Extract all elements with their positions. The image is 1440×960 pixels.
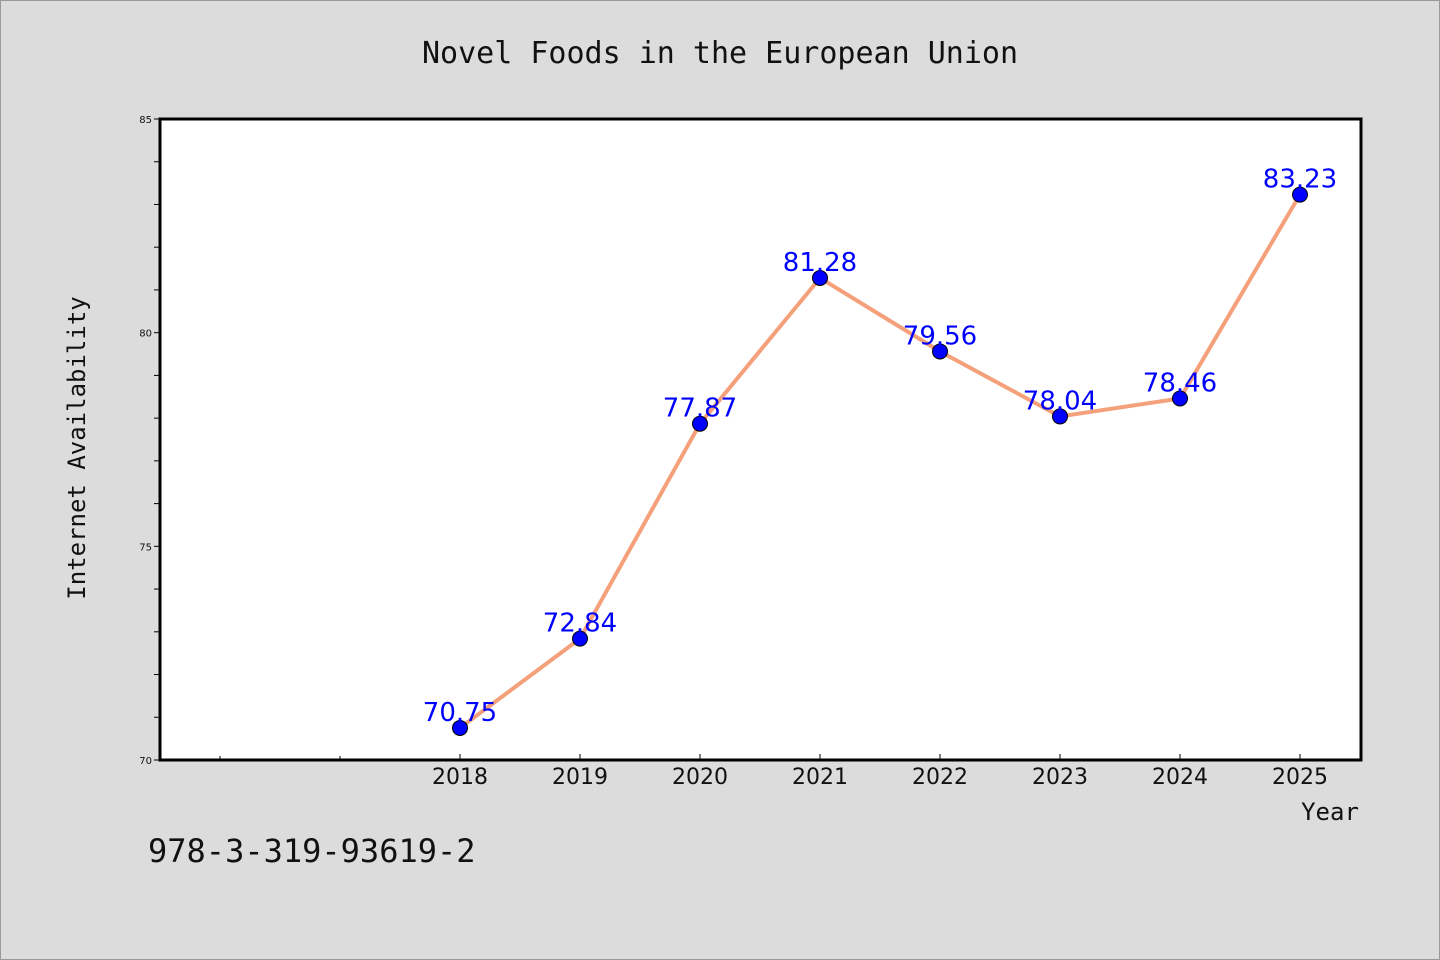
- data-point-2020: [692, 415, 708, 432]
- x-axis: 2018 2019 2020 2021 2022 2023 2024 2025: [219, 754, 1328, 790]
- x-tick-label-2018: 2018: [432, 765, 488, 790]
- x-axis-label: Year: [1301, 798, 1359, 826]
- x-tick-label-2022: 2022: [912, 765, 968, 790]
- x-tick-label-2021: 2021: [792, 765, 848, 790]
- x-tick-label-2019: 2019: [552, 765, 608, 790]
- data-label-2021: 81.28: [783, 248, 857, 278]
- y-tick-label: 70: [139, 756, 152, 767]
- data-point-2025: [1292, 186, 1308, 203]
- data-label-2019: 72.84: [543, 609, 617, 639]
- data-label-2018: 70.75: [423, 698, 497, 728]
- data-label-2025: 83.23: [1263, 165, 1337, 195]
- isbn-text: 978-3-319-93619-2: [148, 832, 476, 870]
- data-point-2022: [932, 343, 948, 360]
- data-label-2020: 77.87: [663, 394, 737, 424]
- data-label-2022: 79.56: [903, 321, 977, 351]
- chart-title: Novel Foods in the European Union: [422, 36, 1018, 71]
- y-tick-label: 85: [139, 115, 152, 126]
- x-tick-label-2023: 2023: [1032, 765, 1088, 790]
- data-label-2023: 78.04: [1023, 386, 1097, 416]
- data-labels: 70.75 72.84 77.87 81.28 79.56 78.04 78.46 83.23: [423, 165, 1337, 728]
- y-axis-label: Internet Availability: [63, 296, 91, 599]
- y-tick-label: 75: [139, 542, 152, 553]
- data-point-2024: [1172, 390, 1188, 407]
- series-line: [458, 193, 1302, 730]
- data-label-2024: 78.46: [1143, 368, 1217, 398]
- x-tick-label-2025: 2025: [1272, 765, 1328, 790]
- y-axis: 70 75 80 85: [139, 115, 160, 767]
- series-group: [452, 186, 1308, 736]
- data-point-2019: [572, 630, 588, 647]
- x-tick-label-2024: 2024: [1152, 765, 1208, 790]
- x-tick-label-2020: 2020: [672, 765, 728, 790]
- y-tick-label: 80: [139, 329, 152, 340]
- data-point-2018: [452, 719, 468, 736]
- data-point-2023: [1052, 408, 1068, 425]
- plot-area: [158, 117, 1363, 762]
- data-point-2021: [812, 269, 828, 286]
